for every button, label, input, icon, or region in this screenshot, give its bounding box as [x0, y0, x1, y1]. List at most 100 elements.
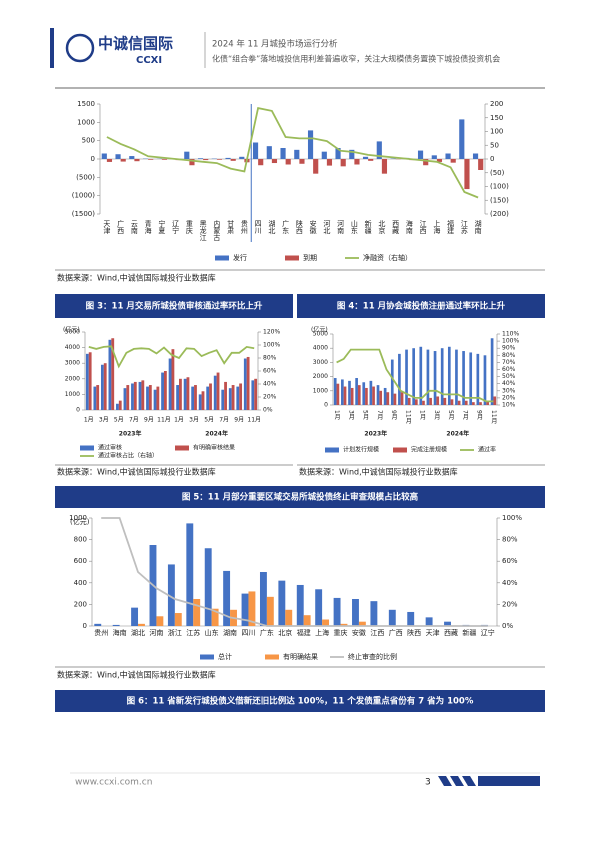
bar [169, 359, 172, 410]
bar [126, 385, 129, 410]
legend-label: 终止审查的比例 [348, 652, 397, 661]
bar [191, 387, 194, 410]
bar [408, 398, 411, 405]
bar [389, 610, 396, 626]
bar [148, 159, 153, 160]
bar [179, 379, 182, 410]
bar [304, 615, 311, 626]
bar [187, 377, 190, 410]
stripe-bar [478, 776, 540, 786]
legend-swatch [325, 448, 339, 453]
bar [327, 159, 332, 166]
y2-tick-label: (150) [490, 196, 509, 204]
bar [434, 351, 437, 405]
bar [432, 155, 437, 159]
x-tick-label: 山东 [205, 628, 219, 637]
x-tick-label: 7月 [376, 410, 383, 421]
y-tick-label: 600 [74, 557, 87, 565]
bar [415, 399, 418, 405]
footer-url: www.ccxi.com.cn [75, 778, 152, 788]
legend-label: 通过审核占比（右轴） [98, 452, 158, 460]
bar [429, 398, 432, 405]
bar [418, 151, 423, 159]
bar [451, 159, 456, 163]
x-tick-label: 11月 [247, 417, 261, 424]
logo-text: 中诚信国际 [98, 35, 173, 53]
bar [131, 608, 138, 626]
bar [94, 624, 101, 626]
bar [115, 154, 120, 159]
x-tick-label: 重庆 [185, 220, 193, 235]
legend-label: 有明确审核结果 [193, 444, 235, 452]
legend-label: 有明确结果 [283, 652, 318, 661]
y-tick-label: 400 [74, 579, 87, 587]
x-tick-label: 辽宁 [172, 220, 180, 234]
bar [363, 157, 368, 159]
bar [134, 159, 139, 161]
bar [107, 159, 112, 162]
bar [386, 392, 389, 405]
x-tick-label: 3月 [433, 410, 440, 421]
x-tick-label: 江苏 [460, 220, 468, 235]
x-tick-label: 河南 [149, 628, 163, 637]
bar [458, 401, 461, 405]
y-tick-label: 1500 [77, 100, 95, 108]
bar [382, 159, 387, 174]
stripe [438, 776, 452, 786]
y2-tick-label: 50% [502, 373, 516, 380]
x-tick-label: 内蒙古 [213, 219, 221, 242]
x-tick-label: 湖南 [474, 219, 482, 234]
bar [101, 365, 104, 410]
y2-tick-label: 50 [490, 141, 499, 149]
bar [334, 598, 341, 626]
y-tick-label: (500) [76, 173, 95, 181]
bar [422, 401, 425, 405]
x-tick-label: 新疆 [364, 219, 372, 235]
x-tick-label: 云南 [130, 220, 138, 234]
bar [86, 354, 89, 410]
x-tick-label: 上海 [433, 219, 441, 235]
bar [129, 156, 134, 159]
x-tick-label: 广西 [389, 628, 403, 637]
bar [141, 380, 144, 410]
x-tick-label: 江西 [419, 220, 427, 235]
logo-mark [67, 35, 93, 61]
y2-tick-label: 70% [502, 359, 516, 366]
bar [370, 601, 377, 626]
source-note: 数据来源：Wind,中诚信国际城投行业数据库 [57, 670, 216, 680]
bar [139, 382, 142, 410]
bar [175, 613, 182, 626]
bar [193, 599, 200, 626]
y2-tick-label: 0% [502, 622, 513, 630]
y2-tick-label: 80% [263, 355, 277, 362]
y2-tick-label: 60% [263, 368, 277, 375]
bar [258, 159, 263, 165]
x-tick-label: 浙江 [168, 628, 182, 637]
bar [377, 385, 380, 405]
legend-label: 净融资（右轴） [363, 253, 412, 262]
x-tick-label: 海南 [113, 628, 127, 637]
x-tick-label: 9月 [476, 410, 483, 421]
bar [253, 143, 258, 160]
bar [401, 392, 404, 405]
bar [113, 625, 120, 626]
bar [278, 581, 285, 626]
y2-tick-label: 120% [263, 329, 280, 336]
bar [313, 159, 318, 174]
x-tick-label: 天津 [103, 220, 111, 235]
bar [214, 376, 217, 410]
y2-tick-label: (200) [490, 210, 509, 218]
x-tick-label: 江西 [370, 629, 384, 637]
bar [236, 387, 239, 410]
x-tick-label: 上海 [315, 628, 329, 637]
line-series [101, 518, 488, 626]
x-tick-label: 7月 [129, 417, 139, 424]
legend-swatch [215, 256, 229, 261]
legend-swatch [200, 655, 214, 660]
bar [131, 383, 134, 410]
bar [109, 340, 112, 410]
x-tick-label: 四川 [254, 220, 262, 234]
bar [464, 159, 469, 189]
bar [285, 610, 292, 626]
